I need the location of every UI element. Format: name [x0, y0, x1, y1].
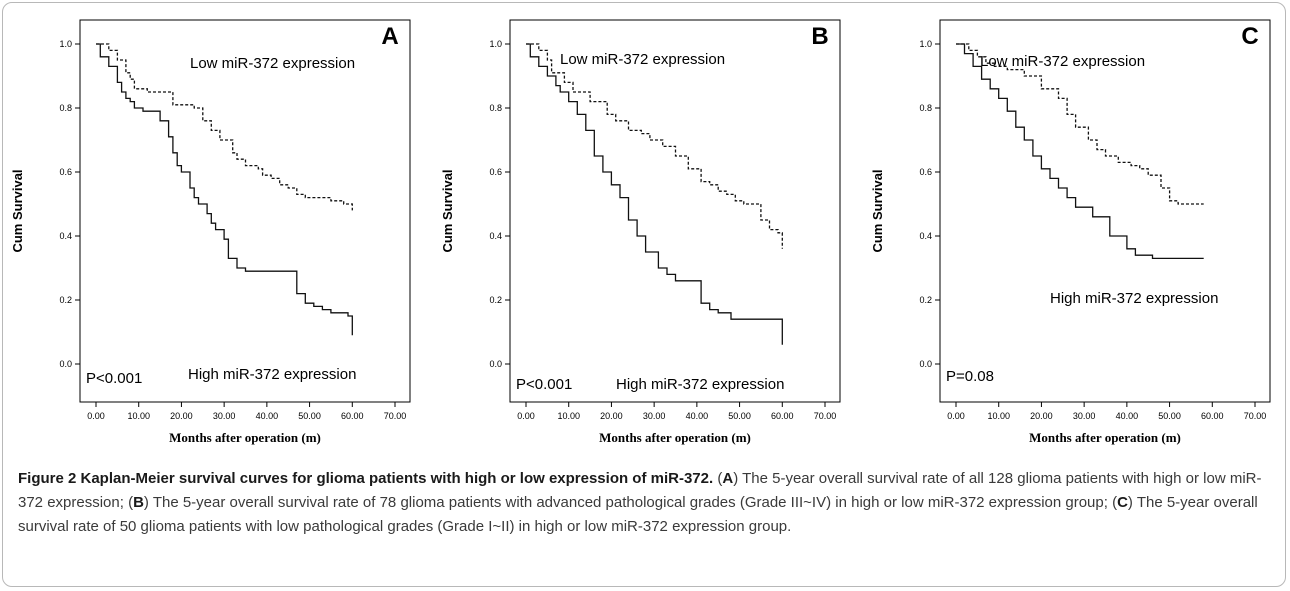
x-tick-label: 50.00: [298, 411, 321, 421]
plot-frame: [79, 19, 411, 403]
low-expression-label: Low miR-372 expression: [190, 55, 355, 72]
figure-caption: Figure 2 Kaplan-Meier survival curves fo…: [18, 470, 1262, 535]
x-axis-label: Months after operation (m): [1029, 430, 1181, 445]
y-tick-label: 0.0: [919, 359, 932, 369]
km-chart-c: 0.0 0.2 0.4 0.6 0.8 1.0 0.00 10.00 20.00 30.00 40.…: [870, 19, 1271, 445]
x-tick-label: 70.00: [814, 411, 837, 421]
low-expression-label: Low miR-372 expression: [980, 53, 1145, 70]
x-tick-label: 40.00: [256, 411, 279, 421]
x-tick-label: 60.00: [771, 411, 794, 421]
y-tick-label: 1.0: [489, 39, 502, 49]
low-expression-curve: [526, 43, 783, 249]
y-tick-label: 1.0: [59, 39, 72, 49]
plot-frame: [509, 19, 841, 403]
km-chart-b: 0.0 0.2 0.4 0.6 0.8 1.0 0.00 10.00 20.00 30.00 40.…: [440, 19, 841, 445]
y-tick-label: 0.4: [489, 231, 502, 241]
y-tick-label: 0.6: [489, 167, 502, 177]
caption-letter-b: B: [133, 494, 144, 511]
panel-letter: B: [811, 23, 828, 50]
p-value: P=0.08: [946, 368, 994, 385]
y-axis-label: Cum Survival: [10, 169, 25, 252]
y-tick-label: 0.8: [489, 103, 502, 113]
y-tick-label: 0.0: [59, 359, 72, 369]
x-tick-label: 10.00: [557, 411, 580, 421]
x-tick-label: 50.00: [1158, 411, 1181, 421]
x-tick-label: 0.00: [947, 411, 965, 421]
y-tick-label: 0.0: [489, 359, 502, 369]
caption-text-a: The 5-year overall survival rate of all …: [18, 470, 1262, 511]
x-axis-label: Months after operation (m): [169, 430, 321, 445]
x-tick-label: 20.00: [1030, 411, 1053, 421]
y-tick-label: 0.8: [919, 103, 932, 113]
caption-letter-a: A: [722, 470, 734, 487]
x-tick-label: 60.00: [341, 411, 364, 421]
km-panel-b: 0.0 0.2 0.4 0.6 0.8 1.0 0.00 10.00 20.00 30.00 40.…: [430, 6, 850, 446]
y-tick-label: 0.6: [919, 167, 932, 177]
x-axis-label: Months after operation (m): [599, 430, 751, 445]
y-tick-label: 0.2: [919, 295, 932, 305]
high-expression-curve: [956, 43, 1204, 260]
x-tick-label: 30.00: [643, 411, 666, 421]
y-axis-label: Cum Survival: [870, 169, 885, 252]
x-tick-label: 40.00: [1116, 411, 1139, 421]
x-tick-label: 10.00: [127, 411, 150, 421]
y-tick-label: 0.2: [489, 295, 502, 305]
y-tick-label: 0.4: [59, 231, 72, 241]
caption-text-b: The 5-year overall survival rate of 78 g…: [152, 494, 1113, 511]
y-tick-label: 1.0: [919, 39, 932, 49]
x-tick-label: 70.00: [384, 411, 407, 421]
x-tick-label: 20.00: [600, 411, 623, 421]
panel-letter: A: [381, 23, 398, 50]
km-panel-a: 0.0 0.2 0.4 0.6 0.8 1.0 0.00 10.00 20.00 30.00 40.…: [0, 6, 420, 446]
plot-frame: [939, 19, 1271, 403]
x-tick-label: 70.00: [1244, 411, 1267, 421]
high-expression-curve: [526, 43, 783, 345]
y-tick-label: 0.6: [59, 167, 72, 177]
y-axis-label: Cum Survival: [440, 169, 455, 252]
y-tick-label: 0.8: [59, 103, 72, 113]
high-expression-label: High miR-372 expression: [188, 366, 356, 383]
low-expression-label: Low miR-372 expression: [560, 51, 725, 68]
km-chart-a: 0.0 0.2 0.4 0.6 0.8 1.0 0.00 10.00 20.00 30.00 40.…: [10, 19, 411, 445]
caption-heading: Figure 2 Kaplan-Meier survival curves fo…: [18, 470, 714, 487]
x-tick-label: 60.00: [1201, 411, 1224, 421]
x-tick-label: 50.00: [728, 411, 751, 421]
x-tick-label: 0.00: [517, 411, 535, 421]
p-value: P<0.001: [86, 370, 142, 387]
y-tick-label: 0.4: [919, 231, 932, 241]
low-expression-curve: [96, 43, 353, 211]
caption-text-c: The 5-year overall survival rate of 50 g…: [18, 494, 1258, 535]
x-tick-label: 10.00: [987, 411, 1010, 421]
x-tick-label: 20.00: [170, 411, 193, 421]
high-expression-label: High miR-372 expression: [616, 376, 784, 393]
high-expression-label: High miR-372 expression: [1050, 290, 1218, 307]
x-tick-label: 30.00: [1073, 411, 1096, 421]
x-tick-label: 30.00: [213, 411, 236, 421]
y-tick-label: 0.2: [59, 295, 72, 305]
x-tick-label: 40.00: [686, 411, 709, 421]
panel-letter: C: [1241, 23, 1258, 50]
high-expression-curve: [96, 43, 353, 336]
caption-letter-c: C: [1117, 494, 1128, 511]
p-value: P<0.001: [516, 376, 572, 393]
low-expression-curve: [956, 43, 1204, 205]
km-panel-c: 0.0 0.2 0.4 0.6 0.8 1.0 0.00 10.00 20.00 30.00 40.…: [860, 6, 1280, 446]
x-tick-label: 0.00: [87, 411, 105, 421]
